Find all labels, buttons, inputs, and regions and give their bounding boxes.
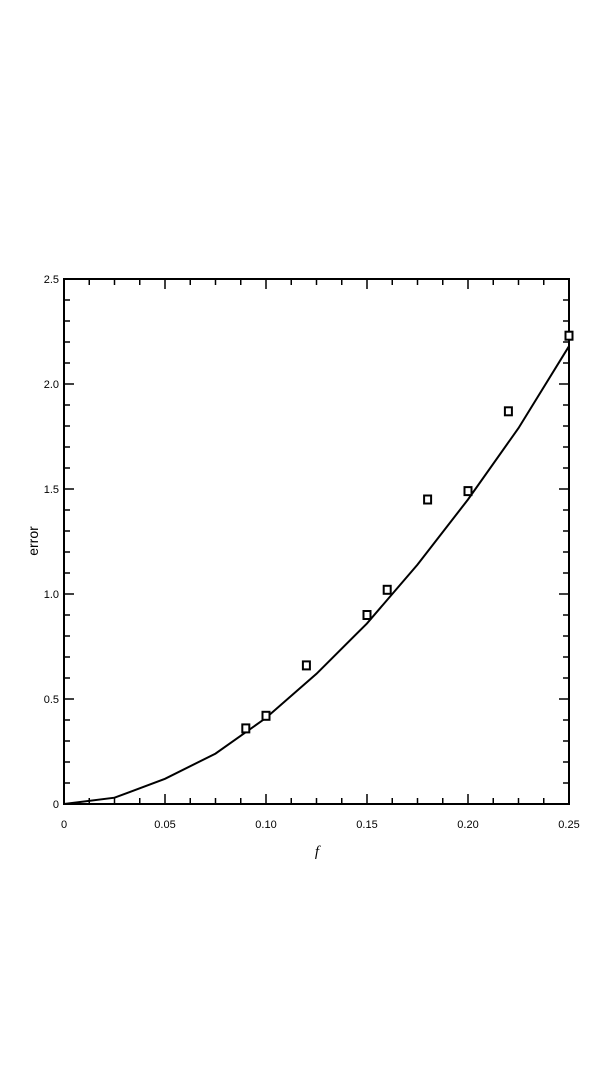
x-axis-label: f (315, 844, 321, 860)
data-point (301, 660, 311, 671)
data-point (261, 710, 271, 721)
data-point (382, 584, 392, 595)
data-point (463, 486, 473, 497)
plot-frame (63, 278, 570, 805)
data-point (241, 723, 251, 734)
y-tick-label: 2.5 (44, 274, 59, 286)
x-tick-label: 0.05 (154, 819, 175, 831)
x-tick-label: 0.20 (457, 819, 478, 831)
y-axis-label: error (25, 526, 41, 556)
data-point (503, 406, 513, 417)
data-point (362, 610, 372, 620)
data-point (423, 494, 433, 505)
data-point (564, 330, 574, 341)
y-tick-label: 0 (53, 799, 59, 811)
y-tick-label: 0.5 (44, 694, 59, 706)
y-tick-label: 1.5 (44, 484, 59, 496)
x-tick-label: 0 (61, 819, 67, 831)
y-tick-label: 1.0 (44, 589, 59, 601)
x-tick-label: 0.15 (356, 819, 377, 831)
x-tick-label: 0.25 (558, 819, 579, 831)
y-tick-label: 2.0 (44, 379, 59, 391)
fit-curve (63, 345, 570, 805)
x-tick-label: 0.10 (255, 819, 276, 831)
